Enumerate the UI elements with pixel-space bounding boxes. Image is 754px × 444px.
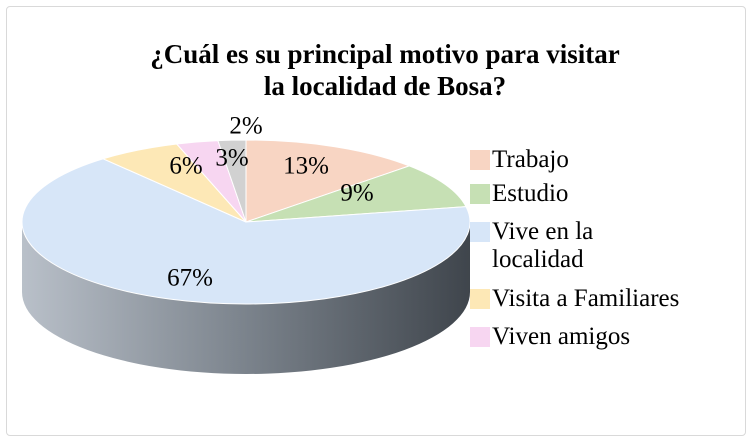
legend-swatch bbox=[470, 327, 490, 347]
legend-label: Visita a Familiares bbox=[492, 285, 680, 312]
chart-title: ¿Cuál es su principal motivo para visita… bbox=[150, 39, 620, 101]
data-label: 6% bbox=[169, 153, 202, 180]
legend-label: Viven amigos bbox=[492, 323, 631, 350]
pie-slice bbox=[21, 158, 471, 305]
data-label: 3% bbox=[215, 145, 248, 172]
legend-swatch bbox=[470, 289, 490, 309]
legend-item: Vive en la localidad bbox=[470, 218, 630, 274]
legend-item: Viven amigos bbox=[470, 323, 630, 351]
legend-swatch bbox=[470, 184, 490, 204]
legend-label: Trabajo bbox=[492, 146, 569, 173]
pie-side bbox=[22, 222, 470, 374]
data-label: 13% bbox=[283, 153, 329, 180]
legend-item: Estudio bbox=[470, 180, 568, 208]
data-label: 2% bbox=[229, 113, 262, 140]
legend-label: Vive en la localidad bbox=[492, 218, 594, 273]
pie-slice bbox=[245, 165, 467, 223]
legend-swatch bbox=[470, 222, 490, 242]
pie-slice bbox=[245, 139, 411, 223]
legend-item: Trabajo bbox=[470, 146, 569, 174]
data-label: 9% bbox=[340, 180, 373, 207]
pie-slice bbox=[217, 139, 247, 223]
legend-item: Visita a Familiares bbox=[470, 285, 679, 313]
legend-swatch bbox=[470, 150, 490, 170]
chart-frame bbox=[6, 6, 746, 436]
legend-label: Estudio bbox=[492, 180, 569, 207]
data-label: 67% bbox=[167, 265, 213, 292]
